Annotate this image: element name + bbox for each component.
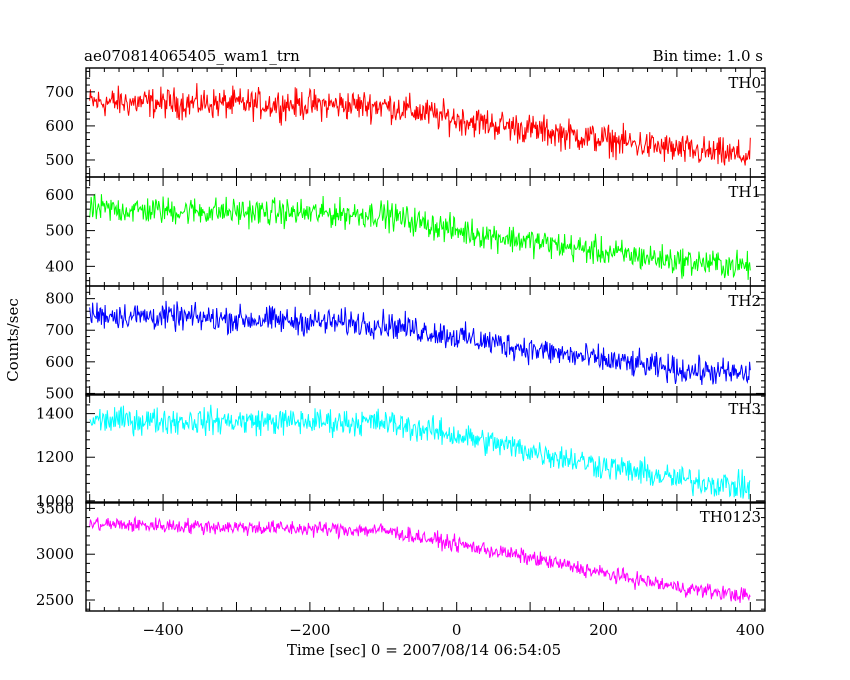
x-tick-label: 400: [736, 621, 765, 639]
series-label-th3: TH3: [728, 400, 761, 418]
y-tick-label: 500: [45, 384, 74, 402]
x-tick-label: 200: [589, 621, 618, 639]
x-tick-label: −200: [289, 621, 330, 639]
panel-frame: [85, 67, 766, 178]
y-tick-label: 2500: [36, 591, 74, 609]
series-line-th0: [89, 83, 751, 166]
x-tick-label: −400: [142, 621, 183, 639]
x-tick-label: 0: [452, 621, 462, 639]
y-tick-label: 3500: [36, 499, 74, 517]
panel-frame: [85, 176, 766, 287]
y-tick-label: 800: [45, 290, 74, 308]
panel-th2: 500 600 700 800 TH2: [45, 285, 766, 402]
series-line-th1: [89, 193, 751, 280]
bin-time-label: Bin time: 1.0 s: [653, 47, 763, 65]
panel-th0: 500 600 700 TH0: [45, 67, 766, 178]
series-label-th2: TH2: [728, 292, 761, 310]
series-line-th0123: [89, 515, 751, 603]
series-line-th2: [89, 300, 751, 386]
x-axis-label: Time [sec] 0 = 2007/08/14 06:54:05: [287, 641, 561, 659]
y-tick-label: 700: [45, 321, 74, 339]
panel-frame: [85, 501, 766, 612]
panel-th3: 1000 1200 1400 TH3: [36, 393, 766, 510]
y-tick-label: 600: [45, 353, 74, 371]
x-axis-ticks: −400 −200 0 200 400: [142, 621, 764, 639]
panel-th1: 400 500 600 TH1: [45, 176, 766, 287]
y-tick-label: 1400: [36, 405, 74, 423]
series-line-th3: [89, 404, 751, 500]
series-label-th1: TH1: [728, 183, 761, 201]
panels-group: 500 600 700 TH0 400 500 600 TH1 500 600 700 800 TH2 1…: [36, 67, 766, 612]
panel-frame: [85, 285, 766, 396]
y-axis-label: Counts/sec: [4, 298, 22, 382]
y-tick-label: 600: [45, 117, 74, 135]
series-label-th0123: TH0123: [700, 508, 761, 526]
y-tick-label: 1200: [36, 448, 74, 466]
series-label-th0: TH0: [728, 74, 761, 92]
y-tick-label: 400: [45, 257, 74, 275]
y-tick-label: 1000: [36, 492, 74, 510]
y-tick-label: 600: [45, 186, 74, 204]
panel-th0123: 2500 3000 3500 TH0123: [36, 499, 766, 612]
y-tick-label: 500: [45, 222, 74, 240]
y-tick-label: 3000: [36, 545, 74, 563]
panel-frame: [85, 393, 766, 504]
y-tick-label: 700: [45, 83, 74, 101]
chart-title: ae070814065405_wam1_trn: [84, 47, 300, 65]
y-tick-label: 500: [45, 151, 74, 169]
